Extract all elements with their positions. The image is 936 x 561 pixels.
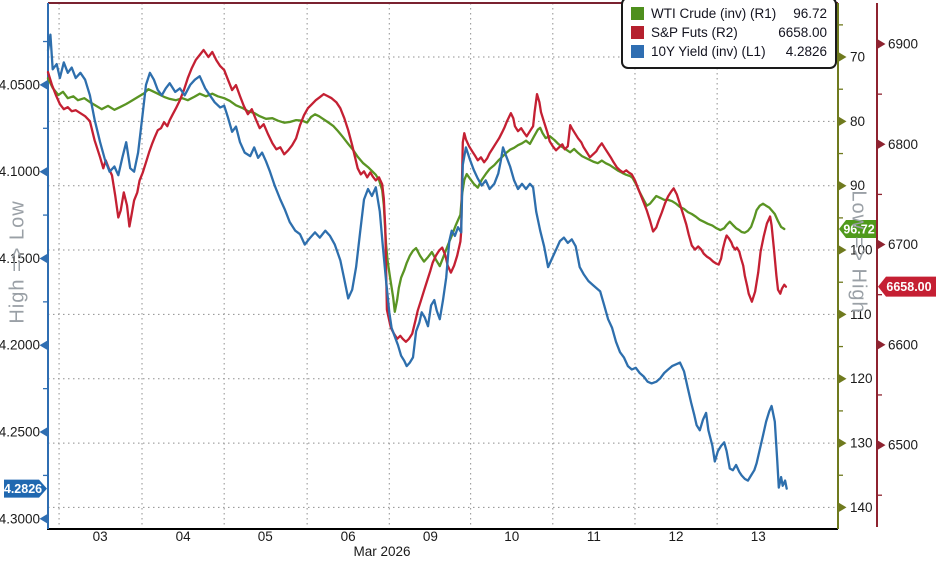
callout-value: 6658.00 (886, 280, 931, 294)
axis-tick-label: 6800 (888, 137, 918, 152)
x-axis-day-label: 10 (504, 529, 519, 544)
legend-color-swatch-icon (631, 7, 644, 20)
axis-tick-label: 130 (850, 436, 873, 451)
axis-tick-label: 140 (850, 500, 873, 515)
callout-flag (4, 479, 47, 498)
axis-tick-label: 4.2500 (0, 425, 40, 440)
major-tick-arrow-icon (878, 39, 886, 49)
callout-flag (839, 219, 876, 238)
legend-item[interactable]: S&P Futs (R2) 6658.00 (631, 23, 827, 42)
major-tick-arrow-icon (839, 502, 847, 512)
major-tick-arrow-icon (839, 438, 847, 448)
axis-tick-label: 80 (850, 114, 865, 129)
x-axis-day-label: 03 (93, 529, 108, 544)
axis-L1: 4.0500 4.1000 4.1500 4.2000 4.2500 4.3000 (0, 40, 48, 526)
x-axis-day-label: 13 (751, 529, 766, 544)
major-tick-arrow-icon (39, 427, 47, 437)
major-tick-arrow-icon (39, 80, 47, 90)
legend-item[interactable]: WTI Crude (inv) (R1) 96.72 (631, 4, 827, 23)
major-tick-arrow-icon (839, 116, 847, 126)
axis-tick-label: 70 (850, 50, 865, 65)
axis-tick-label: 4.1500 (0, 251, 40, 266)
axis-tick-label: 120 (850, 371, 873, 386)
axis-tick-label: 4.3000 (0, 511, 40, 526)
major-tick-arrow-icon (39, 340, 47, 350)
axis-tick-label: 6600 (888, 337, 918, 352)
axis-tick-label: 4.2000 (0, 338, 40, 353)
legend-color-swatch-icon (631, 45, 644, 58)
axis-tick-label: 100 (850, 243, 873, 258)
legend-item-label: 10Y Yield (inv) (L1) (651, 44, 766, 59)
major-tick-arrow-icon (878, 340, 886, 350)
callout-value: 4.2826 (4, 482, 42, 496)
axis-tick-label: 6900 (888, 37, 918, 52)
chart-legend: WTI Crude (inv) (R1) 96.72 S&P Futs (R2) 66… (621, 0, 837, 69)
x-axis-day-label: 11 (587, 529, 601, 544)
last-price-callout-sp: 6658.00 (878, 276, 936, 297)
axis-tick-label: 6500 (888, 438, 918, 453)
legend-item-value: 6658.00 (778, 25, 827, 40)
major-tick-arrow-icon (839, 309, 847, 319)
callout-flag (878, 276, 936, 297)
x-axis-day-label: 12 (669, 529, 684, 544)
legend-color-swatch-icon (631, 26, 644, 39)
major-tick-arrow-icon (39, 514, 47, 524)
major-tick-arrow-icon (839, 52, 847, 62)
major-tick-arrow-icon (39, 253, 47, 263)
major-tick-arrow-icon (878, 139, 886, 149)
axis-R1: 70 80 90 100 110 120 130 140 (838, 24, 873, 515)
x-axis-day-label: 09 (423, 529, 438, 544)
axis-tick-label: 6700 (888, 237, 918, 252)
legend-item-value: 96.72 (793, 6, 827, 21)
major-tick-arrow-icon (39, 167, 47, 177)
major-tick-arrow-icon (839, 181, 847, 191)
axis-tick-label: 90 (850, 178, 865, 193)
series-line-r1 (46, 77, 786, 313)
axis-tick-label: 110 (850, 307, 872, 322)
axis-R2: 6900 6800 6700 6600 6500 (877, 37, 918, 496)
axis-tick-label: 4.0500 (0, 77, 40, 92)
x-axis-day-label: 05 (258, 529, 273, 544)
axis-tick-label: 4.1000 (0, 164, 40, 179)
major-tick-arrow-icon (839, 374, 847, 384)
legend-item-label: WTI Crude (inv) (R1) (651, 6, 777, 21)
series-line-l1 (46, 33, 788, 490)
x-axis-day-label: 06 (341, 529, 356, 544)
major-tick-arrow-icon (878, 240, 886, 250)
major-tick-arrow-icon (839, 245, 847, 255)
last-price-callout-10y: 4.2826 (4, 479, 47, 498)
callout-value: 96.72 (843, 222, 874, 236)
major-tick-arrow-icon (878, 440, 886, 450)
last-price-callout-wti: 96.72 (839, 219, 876, 238)
x-axis-month-label: Mar 2026 (353, 544, 411, 559)
x-axis-day-label: 04 (176, 529, 192, 544)
legend-item-value: 4.2826 (785, 44, 827, 59)
legend-item[interactable]: 10Y Yield (inv) (L1) 4.2826 (631, 42, 827, 61)
legend-item-label: S&P Futs (R2) (651, 25, 738, 40)
